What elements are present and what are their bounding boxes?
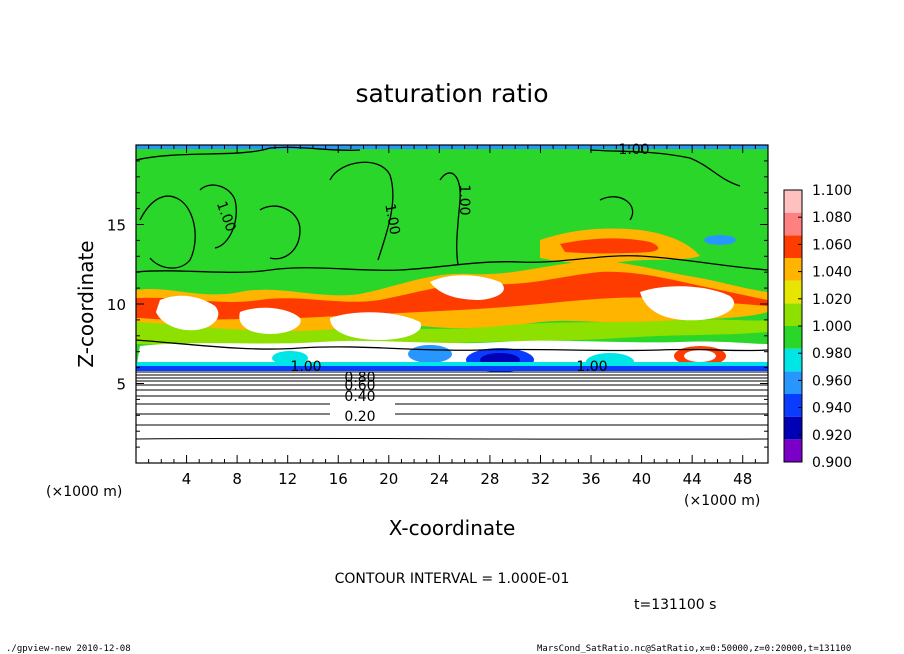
contour-label: 0.20: [344, 409, 375, 425]
footer-right: MarsCond_SatRatio.nc@SatRatio,x=0:50000,…: [537, 644, 851, 654]
colorbar-swatch: [784, 348, 802, 372]
colorbar-label: 1.040: [812, 265, 852, 281]
contour-label: 1.00: [576, 359, 607, 375]
x-tick-label: 40: [632, 470, 651, 488]
footer-left: ./gpview-new 2010-12-08: [6, 644, 131, 654]
x-tick-label: 28: [480, 470, 499, 488]
colorbar-swatch: [784, 212, 802, 236]
x-tick-label: 20: [379, 470, 398, 488]
y-tick-label: 5: [116, 376, 126, 394]
x-tick-label: 48: [733, 470, 752, 488]
colorbar: 0.900 0.920 0.940 0.960 0.980 1.000 1.020 1.040…: [783, 183, 852, 471]
colorbar-label: 0.920: [812, 428, 852, 444]
colorbar-label: 0.900: [812, 455, 852, 471]
colorbar-label: 1.000: [812, 319, 852, 335]
colorbar-swatch: [784, 416, 802, 440]
contour-label: 0.60: [344, 378, 375, 394]
contour-label: 1.00: [456, 184, 472, 215]
y-tick-label: 10: [107, 296, 126, 314]
field-transition-band: [136, 366, 768, 371]
contour-label: 0.40: [344, 389, 375, 405]
colorbar-swatch: [784, 235, 802, 258]
field-upper-red-patch: [560, 238, 659, 254]
y-tick-label: 15: [107, 217, 126, 235]
colorbar-swatch: [784, 371, 802, 394]
colorbar-swatch: [784, 258, 802, 281]
colorbar-label: 0.980: [812, 346, 852, 362]
x-axis-unit-right: (×1000 m): [684, 493, 760, 509]
contour-lines-upper: [136, 146, 768, 352]
plot-area: [136, 145, 768, 463]
colorbar-label: 1.080: [812, 210, 852, 226]
x-tick-label: 12: [278, 470, 297, 488]
x-tick-label: 32: [531, 470, 550, 488]
colorbar-swatch: [784, 303, 802, 326]
field-yellow-green-fringe: [136, 319, 768, 347]
colorbar-label: 1.100: [812, 183, 852, 199]
chart-title: saturation ratio: [355, 79, 548, 108]
colorbar-swatch: [784, 439, 802, 462]
contour-label: 0.80: [344, 370, 375, 386]
contour-label: 1.00: [290, 359, 321, 375]
colorbar-swatch: [784, 326, 802, 349]
x-tick-label: 8: [232, 470, 242, 488]
colorbar-label: 0.960: [812, 373, 852, 389]
x-tick-label: 16: [329, 470, 348, 488]
x-axis-unit-left: (×1000 m): [46, 484, 122, 500]
x-tick-label: 36: [581, 470, 600, 488]
x-axis-label: X-coordinate: [389, 516, 516, 540]
colorbar-label: 0.940: [812, 401, 852, 417]
x-tick-label: 24: [430, 470, 449, 488]
y-axis-label: Z-coordinate: [74, 240, 98, 367]
colorbar-label: 1.060: [812, 237, 852, 253]
contour-lines-stable-layer: [136, 371, 768, 440]
time-text: t=131100 s: [634, 597, 716, 613]
y-axis-ticks: 5 10 15: [107, 160, 768, 448]
colorbar-label: 1.020: [812, 292, 852, 308]
x-tick-label: 44: [683, 470, 702, 488]
colorbar-swatch: [784, 280, 802, 304]
contour-label: 1.00: [381, 203, 402, 236]
x-axis-ticks: 4 8 12 16 20 24 28 32 36 40 44 48: [148, 145, 756, 488]
colorbar-swatch: [784, 190, 802, 213]
field-transition-band-cyan: [136, 362, 768, 366]
x-tick-label: 4: [182, 470, 192, 488]
contour-interval-text: CONTOUR INTERVAL = 1.000E-01: [335, 571, 570, 587]
colorbar-swatch: [784, 394, 802, 417]
